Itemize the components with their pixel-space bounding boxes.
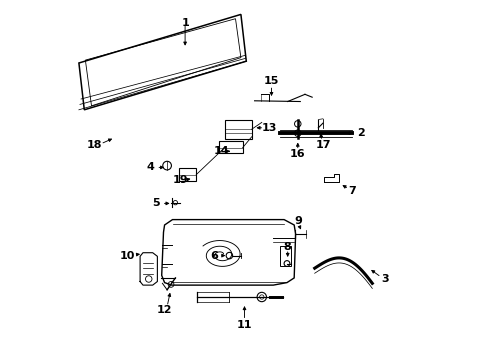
Text: 12: 12 bbox=[157, 305, 172, 315]
Text: 3: 3 bbox=[380, 274, 388, 284]
Text: 15: 15 bbox=[263, 76, 279, 86]
Text: 13: 13 bbox=[261, 123, 276, 133]
Text: 1: 1 bbox=[181, 18, 188, 28]
Text: 16: 16 bbox=[289, 149, 305, 159]
Text: 10: 10 bbox=[120, 251, 135, 261]
Text: 8: 8 bbox=[283, 242, 291, 252]
Text: 18: 18 bbox=[86, 140, 102, 150]
Text: 17: 17 bbox=[315, 140, 330, 150]
Text: 4: 4 bbox=[147, 162, 155, 172]
Text: 9: 9 bbox=[294, 216, 302, 226]
Text: 2: 2 bbox=[357, 128, 365, 138]
Text: 7: 7 bbox=[348, 186, 356, 196]
Text: 14: 14 bbox=[213, 146, 228, 156]
Text: 19: 19 bbox=[172, 175, 188, 185]
Text: 6: 6 bbox=[209, 251, 217, 261]
Text: 11: 11 bbox=[236, 320, 252, 330]
Text: 5: 5 bbox=[152, 198, 160, 208]
